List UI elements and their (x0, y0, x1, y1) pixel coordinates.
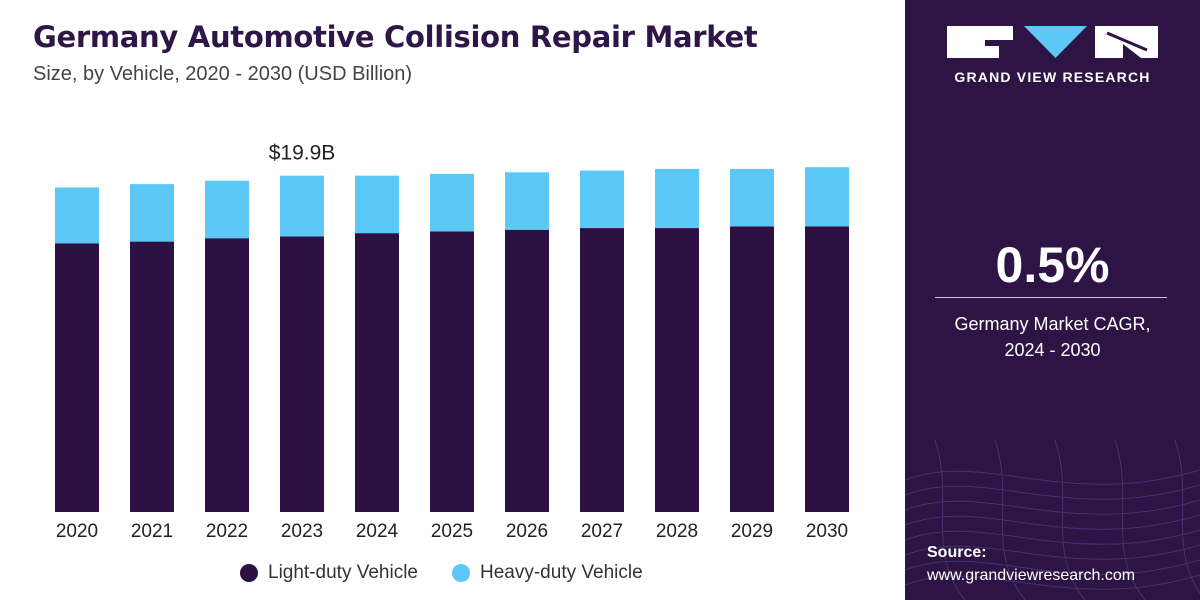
x-tick-label-2023: 2023 (281, 521, 323, 542)
bar-light-duty-vehicle-2026 (505, 229, 549, 513)
legend-swatch-heavy-duty (452, 564, 470, 582)
cagr-label-line2: 2024 - 2030 (1004, 340, 1101, 360)
x-tick-label-2028: 2028 (656, 521, 698, 542)
chart-legend: Light-duty Vehicle Heavy-duty Vehicle (240, 561, 677, 585)
x-tick-label-2020: 2020 (56, 521, 98, 542)
x-tick-label-2025: 2025 (431, 521, 473, 542)
chart-subtitle: Size, by Vehicle, 2020 - 2030 (USD Billi… (33, 63, 413, 85)
bar-light-duty-vehicle-2030 (805, 226, 849, 512)
bar-heavy-duty-vehicle-2029 (730, 168, 774, 227)
bar-heavy-duty-vehicle-2027 (580, 170, 624, 229)
x-tick-label-2029: 2029 (731, 521, 773, 542)
bar-light-duty-vehicle-2021 (130, 241, 174, 513)
wave-mesh-decoration (905, 440, 1200, 600)
bar-light-duty-vehicle-2025 (430, 231, 474, 512)
x-tick-label-2030: 2030 (806, 521, 848, 542)
cagr-value: 0.5% (995, 237, 1110, 293)
legend-label-light-duty: Light-duty Vehicle (268, 562, 418, 583)
bar-light-duty-vehicle-2027 (580, 228, 624, 512)
bar-heavy-duty-vehicle-2025 (430, 173, 474, 232)
legend-item-heavy-duty: Heavy-duty Vehicle (452, 562, 643, 584)
source-url[interactable]: www.grandviewresearch.com (927, 567, 1136, 584)
x-tick-label-2022: 2022 (206, 521, 248, 542)
x-tick-label-2027: 2027 (581, 521, 623, 542)
bar-heavy-duty-vehicle-2024 (355, 175, 399, 234)
x-tick-label-2026: 2026 (506, 521, 548, 542)
bar-light-duty-vehicle-2023 (280, 236, 324, 512)
bar-heavy-duty-vehicle-2022 (205, 180, 249, 239)
x-tick-label-2021: 2021 (131, 521, 173, 542)
cagr-label: Germany Market CAGR, 2024 - 2030 (905, 311, 1200, 363)
bar-heavy-duty-vehicle-2020 (55, 187, 99, 244)
bar-light-duty-vehicle-2029 (730, 226, 774, 512)
grand-view-research-logo (947, 26, 1158, 58)
cagr-label-line1: Germany Market CAGR, (954, 314, 1151, 334)
bar-light-duty-vehicle-2020 (55, 243, 99, 512)
legend-swatch-light-duty (240, 564, 258, 582)
bar-light-duty-vehicle-2028 (655, 228, 699, 512)
side-panel: GRAND VIEW RESEARCH 0.5% Germany Market … (905, 0, 1200, 600)
brand-name: GRAND VIEW RESEARCH (954, 69, 1151, 85)
stacked-bar-chart: 2020 2021 2022 2023 $19.9B 2024 2025 2026 2027 20… (55, 142, 849, 542)
bar-heavy-duty-vehicle-2030 (805, 167, 849, 227)
source-title: Source: (927, 544, 987, 561)
legend-item-light-duty: Light-duty Vehicle (240, 562, 418, 584)
bar-light-duty-vehicle-2024 (355, 233, 399, 512)
bar-heavy-duty-vehicle-2023 (280, 175, 324, 237)
divider (935, 297, 1167, 298)
bar-heavy-duty-vehicle-2028 (655, 168, 699, 229)
chart-title: Germany Automotive Collision Repair Mark… (33, 20, 758, 54)
bar-total-annotation: $19.9B (269, 142, 336, 165)
bar-heavy-duty-vehicle-2026 (505, 172, 549, 230)
x-tick-label-2024: 2024 (356, 521, 399, 542)
bar-light-duty-vehicle-2022 (205, 238, 249, 512)
bar-heavy-duty-vehicle-2021 (130, 184, 174, 242)
legend-label-heavy-duty: Heavy-duty Vehicle (480, 562, 643, 583)
